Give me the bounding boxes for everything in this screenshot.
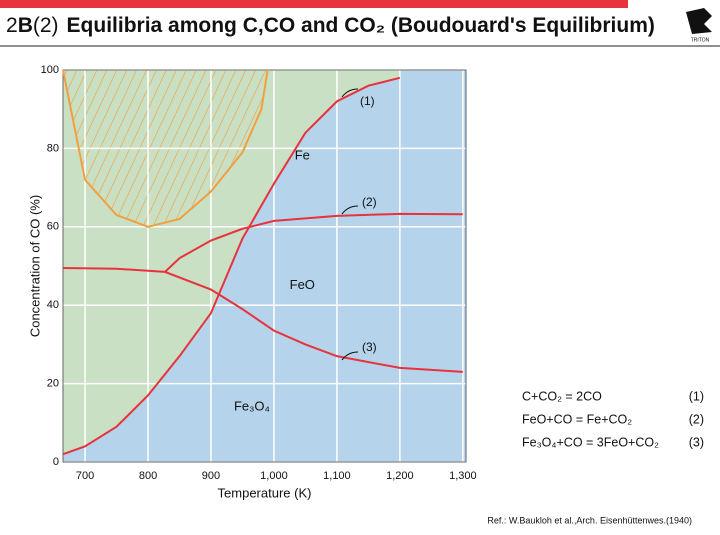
label-leader	[341, 205, 359, 215]
x-axis-label: Temperature (K)	[218, 485, 312, 500]
x-tick-label: 1,200	[386, 470, 414, 482]
equation-number: (1)	[689, 389, 704, 403]
y-tick-label: 40	[47, 299, 59, 311]
equation: Fe₃O₄+CO = 3FeO+CO₂	[522, 435, 659, 449]
region-blue-top	[399, 70, 466, 78]
x-tick-label: 1,100	[323, 470, 351, 482]
header-bar	[0, 0, 628, 8]
curve-label: (3)	[362, 340, 377, 354]
header-title: 2B(2) Equilibria among C,CO and CO₂ (Boud…	[6, 14, 655, 37]
equilibrium-curve	[62, 76, 401, 456]
logo	[686, 8, 712, 34]
y-tick-label: 60	[47, 221, 59, 233]
equilibrium-curve	[62, 69, 269, 228]
label-leader	[341, 88, 359, 98]
equation: C+CO₂ = 2CO	[522, 389, 602, 403]
logo-text: TRITON	[691, 37, 710, 43]
plot-frame	[62, 69, 467, 463]
y-tick-label: 20	[47, 378, 59, 390]
equilibrium-curve	[62, 266, 463, 373]
x-tick-label: 900	[202, 470, 220, 482]
equation: FeO+CO = Fe+CO₂	[522, 412, 632, 426]
x-tick-label: 1,300	[449, 470, 477, 482]
x-tick-label: 700	[76, 470, 94, 482]
equilibrium-curve	[164, 212, 463, 273]
curve-label: (1)	[360, 94, 375, 108]
y-tick-label: 0	[53, 456, 59, 468]
equation-number: (3)	[689, 435, 704, 449]
region-label: FeO	[290, 277, 315, 292]
y-axis-label: Concentration of CO (%)	[27, 195, 42, 337]
y-tick-label: 100	[41, 64, 59, 76]
region-label: Fe₃O₄	[234, 399, 270, 414]
region-label: Fe	[295, 148, 310, 163]
y-tick-label: 80	[47, 142, 59, 154]
label-leader	[341, 351, 359, 361]
equation-number: (2)	[689, 412, 704, 426]
x-tick-label: 1,000	[260, 470, 288, 482]
region-blue	[63, 70, 466, 462]
curve-label: (2)	[362, 195, 377, 209]
x-tick-label: 800	[139, 470, 157, 482]
reference: Ref.: W.Baukloh et al.,Arch. Eisenhütten…	[487, 515, 692, 525]
